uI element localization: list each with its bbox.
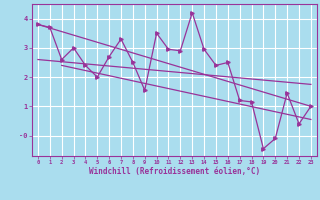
X-axis label: Windchill (Refroidissement éolien,°C): Windchill (Refroidissement éolien,°C) xyxy=(89,167,260,176)
